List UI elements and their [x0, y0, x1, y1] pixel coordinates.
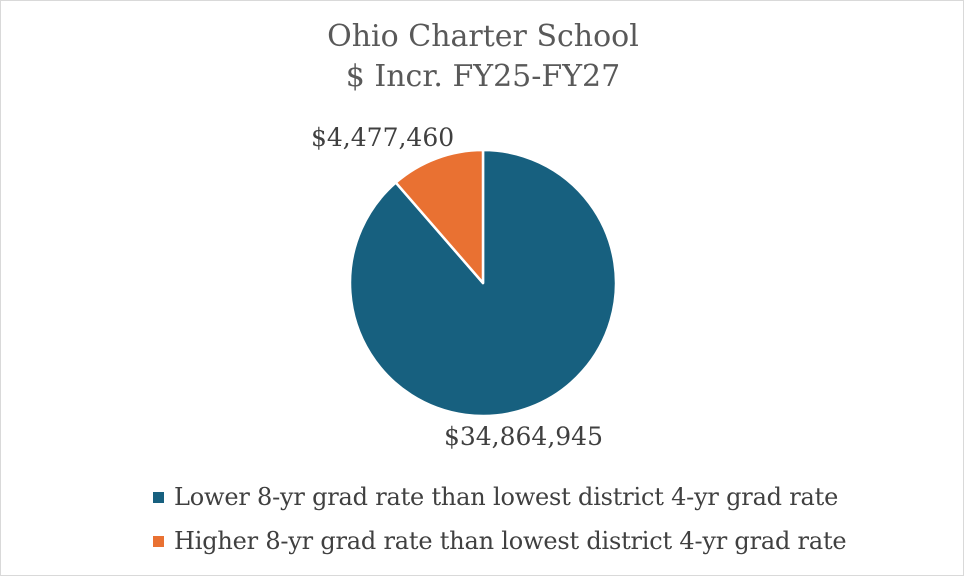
data-label-lower: $34,864,945: [444, 422, 603, 451]
chart-title: Ohio Charter School $ Incr. FY25-FY27: [1, 17, 964, 97]
legend-label-lower: Lower 8-yr grad rate than lowest distric…: [174, 483, 839, 511]
pie-slices: [348, 148, 618, 418]
legend-swatch-higher: [153, 535, 164, 547]
chart-title-line-2: $ Incr. FY25-FY27: [345, 59, 621, 94]
pie-data-labels: $34,864,945 $4,477,460: [311, 123, 603, 451]
legend-swatch-lower: [153, 491, 164, 503]
legend-label-higher: Higher 8-yr grad rate than lowest distri…: [174, 527, 847, 555]
chart-title-line-1: Ohio Charter School: [327, 19, 639, 54]
data-label-higher: $4,477,460: [311, 123, 454, 152]
legend-item-lower: Lower 8-yr grad rate than lowest distric…: [153, 475, 846, 519]
legend-item-higher: Higher 8-yr grad rate than lowest distri…: [153, 519, 847, 563]
pie-slice-higher: [394, 148, 485, 285]
legend: Lower 8-yr grad rate than lowest distric…: [153, 475, 847, 563]
